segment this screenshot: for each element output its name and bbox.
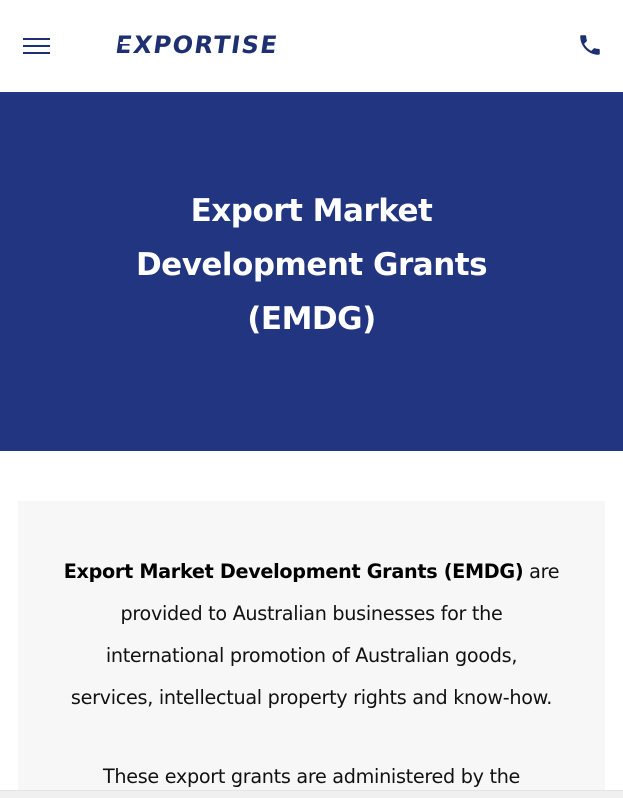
page-title-line: (EMDG) xyxy=(247,300,376,337)
intro-line: provided to Australian businesses for th… xyxy=(120,602,503,625)
intro-paragraph: Export Market Development Grants (EMDG) … xyxy=(18,551,605,719)
page-title: Export Market Development Grants (EMDG) xyxy=(112,184,512,346)
svg-text:EXPORTISE: EXPORTISE xyxy=(116,31,280,59)
site-header: EXPORTISE xyxy=(0,0,623,92)
page-title-line: Export Market xyxy=(190,192,433,229)
bottom-edge xyxy=(0,790,623,798)
phone-icon[interactable] xyxy=(577,31,603,59)
hero-banner: Export Market Development Grants (EMDG) xyxy=(0,92,623,451)
exportise-logo[interactable]: EXPORTISE xyxy=(116,28,306,60)
intro-line: international promotion of Australian go… xyxy=(105,644,518,667)
admin-line: These export grants are administered by … xyxy=(102,765,521,788)
intro-line-rest: are xyxy=(523,560,560,583)
intro-line: Export Market Development Grants (EMDG) … xyxy=(18,551,605,593)
admin-paragraph: These export grants are administered by … xyxy=(18,756,605,798)
emdg-bold-term: Export Market Development Grants (EMDG) xyxy=(63,560,524,583)
content-card: Export Market Development Grants (EMDG) … xyxy=(18,501,605,797)
page-title-line: Development Grants xyxy=(135,246,488,283)
hamburger-menu-icon[interactable] xyxy=(23,36,51,54)
intro-line: services, intellectual property rights a… xyxy=(70,686,553,709)
